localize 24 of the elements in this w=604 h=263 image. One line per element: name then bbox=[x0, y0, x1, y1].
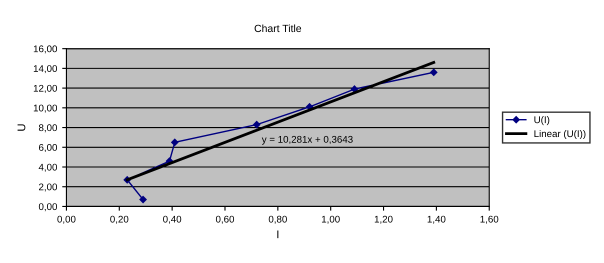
x-tick-label: 1,20 bbox=[374, 216, 393, 224]
legend-label: U(I) bbox=[534, 116, 550, 126]
x-tick-label: 1,40 bbox=[428, 216, 446, 224]
x-tick-label: 0,00 bbox=[57, 216, 76, 224]
y-tick-label: 2,00 bbox=[38, 183, 58, 192]
y-tick-label: 8,00 bbox=[38, 124, 58, 132]
y-tick-label: 10,00 bbox=[34, 104, 58, 113]
y-tick-label: 4,00 bbox=[38, 164, 58, 172]
y-tick-label: 12,00 bbox=[34, 84, 58, 93]
x-tick-label: 0,20 bbox=[110, 216, 128, 224]
y-tick-label: 16,00 bbox=[34, 45, 58, 54]
x-tick-label: 1,00 bbox=[322, 216, 340, 224]
y-tick-label: 14,00 bbox=[34, 65, 58, 74]
y-tick-label: 6,00 bbox=[38, 144, 58, 152]
x-tick-label: 0,60 bbox=[216, 216, 234, 224]
x-axis-title: I bbox=[277, 230, 278, 238]
x-tick-label: 0,80 bbox=[268, 216, 287, 224]
chart-title: Chart Title bbox=[254, 24, 302, 32]
y-axis-title: U bbox=[18, 124, 26, 131]
annotation: y = 10,281x + 0,3643 bbox=[262, 136, 353, 145]
x-tick-label: 0,40 bbox=[163, 216, 182, 224]
x-tick-label: 1,60 bbox=[480, 216, 498, 224]
legend-label: Linear (U(I)) bbox=[534, 130, 586, 140]
y-tick-label: 0,00 bbox=[38, 203, 58, 212]
